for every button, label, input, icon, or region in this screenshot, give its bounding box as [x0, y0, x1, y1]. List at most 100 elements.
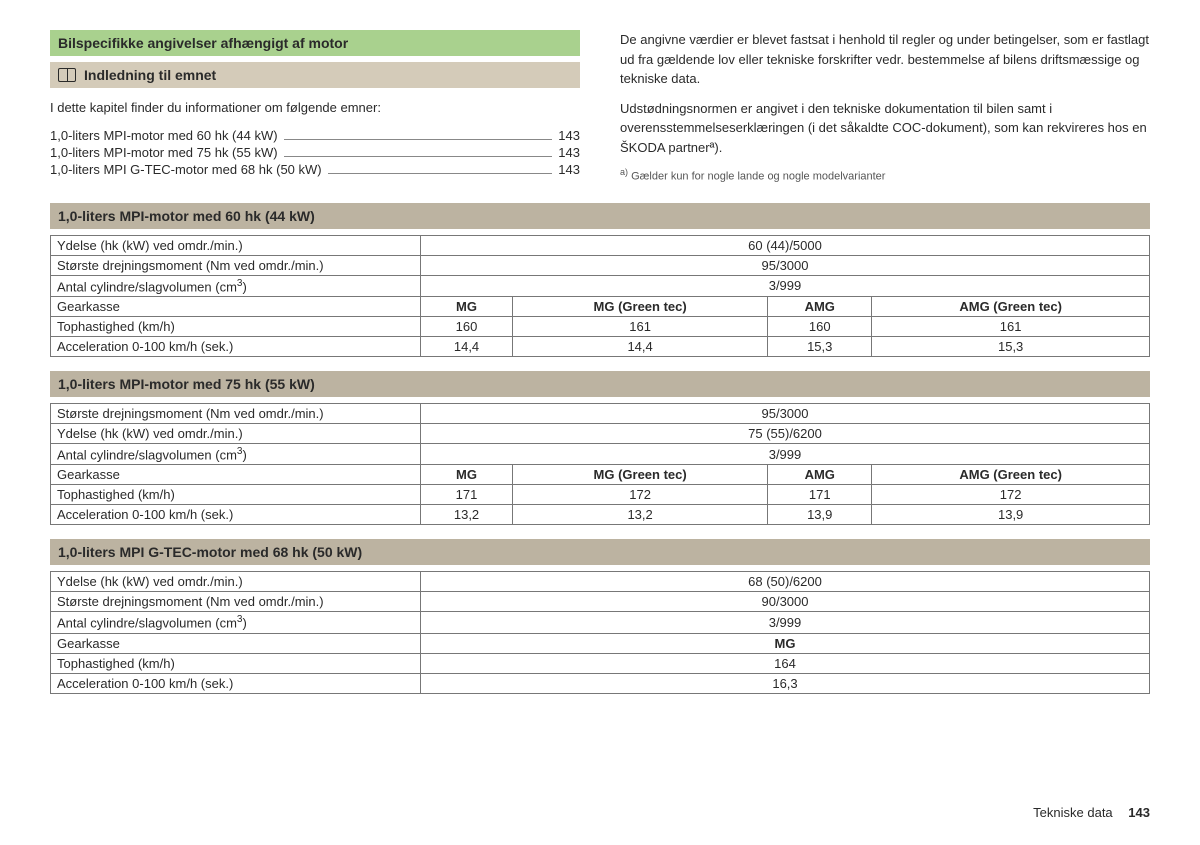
table-row: Tophastighed (km/h) 164 — [51, 653, 1150, 673]
spec-value: 13,2 — [513, 505, 768, 525]
spec-value: 3/999 — [421, 275, 1150, 296]
body-paragraph: Udstødningsnormen er angivet i den tekni… — [620, 99, 1150, 158]
spec-value: 172 — [513, 485, 768, 505]
spec-value: 13,9 — [872, 505, 1150, 525]
spec-value: 160 — [768, 316, 872, 336]
footnote-text: Gælder kun for nogle lande og nogle mode… — [631, 171, 885, 183]
spec-value: 16,3 — [421, 673, 1150, 693]
spec-value: 60 (44)/5000 — [421, 235, 1150, 255]
toc-page: 143 — [558, 128, 580, 143]
spec-value: 14,4 — [421, 336, 513, 356]
toc-leader — [328, 173, 553, 174]
toc-leader — [284, 156, 553, 157]
cyl-suffix: ) — [242, 616, 246, 631]
page-footer: Tekniske data 143 — [1033, 805, 1150, 820]
engine1-table: Ydelse (hk (kW) ved omdr./min.) 60 (44)/… — [50, 235, 1150, 357]
toc-page: 143 — [558, 145, 580, 160]
table-row: Antal cylindre/slagvolumen (cm3) 3/999 — [51, 443, 1150, 464]
spec-value: 3/999 — [421, 612, 1150, 633]
spec-value: 95/3000 — [421, 255, 1150, 275]
engine2-title: 1,0-liters MPI-motor med 75 hk (55 kW) — [50, 371, 1150, 397]
table-row: Største drejningsmoment (Nm ved omdr./mi… — [51, 592, 1150, 612]
spec-label: Ydelse (hk (kW) ved omdr./min.) — [51, 423, 421, 443]
spec-value: 160 — [421, 316, 513, 336]
footnote-marker: a) — [620, 167, 628, 177]
gear-col: MG — [421, 633, 1150, 653]
spec-label: Acceleration 0-100 km/h (sek.) — [51, 505, 421, 525]
table-row: Tophastighed (km/h) 171 172 171 172 — [51, 485, 1150, 505]
spec-label: Største drejningsmoment (Nm ved omdr./mi… — [51, 403, 421, 423]
cyl-prefix: Antal cylindre/slagvolumen (cm — [57, 616, 237, 631]
engine1-title: 1,0-liters MPI-motor med 60 hk (44 kW) — [50, 203, 1150, 229]
spec-value: 68 (50)/6200 — [421, 572, 1150, 592]
spec-value: 90/3000 — [421, 592, 1150, 612]
spec-value: 161 — [872, 316, 1150, 336]
gear-col: AMG — [768, 465, 872, 485]
footer-page-number: 143 — [1128, 805, 1150, 820]
table-row: Antal cylindre/slagvolumen (cm3) 3/999 — [51, 275, 1150, 296]
left-column: Bilspecifikke angivelser afhængigt af mo… — [50, 30, 580, 183]
table-row: Ydelse (hk (kW) ved omdr./min.) 75 (55)/… — [51, 423, 1150, 443]
engine2-table: Største drejningsmoment (Nm ved omdr./mi… — [50, 403, 1150, 525]
toc-page: 143 — [558, 162, 580, 177]
gear-col: AMG (Green tec) — [872, 465, 1150, 485]
table-row: Gearkasse MG MG (Green tec) AMG AMG (Gre… — [51, 465, 1150, 485]
toc-label: 1,0-liters MPI G-TEC-motor med 68 hk (50… — [50, 162, 322, 177]
table-row: Største drejningsmoment (Nm ved omdr./mi… — [51, 255, 1150, 275]
table-row: Gearkasse MG — [51, 633, 1150, 653]
spec-label: Gearkasse — [51, 296, 421, 316]
spec-label: Acceleration 0-100 km/h (sek.) — [51, 336, 421, 356]
spec-label: Tophastighed (km/h) — [51, 653, 421, 673]
spec-value: 13,2 — [421, 505, 513, 525]
gear-col: MG — [421, 296, 513, 316]
toc-label: 1,0-liters MPI-motor med 75 hk (55 kW) — [50, 145, 278, 160]
footnote: a) Gælder kun for nogle lande og nogle m… — [620, 167, 1150, 183]
spec-label: Ydelse (hk (kW) ved omdr./min.) — [51, 572, 421, 592]
toc-leader — [284, 139, 553, 140]
spec-value: 75 (55)/6200 — [421, 423, 1150, 443]
gear-col: AMG (Green tec) — [872, 296, 1150, 316]
spec-label: Tophastighed (km/h) — [51, 485, 421, 505]
spec-label: Gearkasse — [51, 465, 421, 485]
intro-header: Indledning til emnet — [50, 62, 580, 88]
toc-entry: 1,0-liters MPI G-TEC-motor med 68 hk (50… — [50, 162, 580, 177]
engine3-table: Ydelse (hk (kW) ved omdr./min.) 68 (50)/… — [50, 571, 1150, 693]
table-row: Acceleration 0-100 km/h (sek.) 16,3 — [51, 673, 1150, 693]
spec-value: 13,9 — [768, 505, 872, 525]
spec-value: 164 — [421, 653, 1150, 673]
table-row: Ydelse (hk (kW) ved omdr./min.) 60 (44)/… — [51, 235, 1150, 255]
table-row: Gearkasse MG MG (Green tec) AMG AMG (Gre… — [51, 296, 1150, 316]
toc-entry: 1,0-liters MPI-motor med 75 hk (55 kW) 1… — [50, 145, 580, 160]
footer-section: Tekniske data — [1033, 805, 1113, 820]
spec-value: 171 — [768, 485, 872, 505]
spec-value: 95/3000 — [421, 403, 1150, 423]
spec-label: Gearkasse — [51, 633, 421, 653]
spec-label: Største drejningsmoment (Nm ved omdr./mi… — [51, 592, 421, 612]
section-title-green: Bilspecifikke angivelser afhængigt af mo… — [50, 30, 580, 56]
intro-paragraph: I dette kapitel finder du informationer … — [50, 98, 580, 118]
cyl-suffix: ) — [242, 279, 246, 294]
cyl-prefix: Antal cylindre/slagvolumen (cm — [57, 447, 237, 462]
spec-value: 15,3 — [768, 336, 872, 356]
right-column: De angivne værdier er blevet fastsat i h… — [620, 30, 1150, 183]
spec-value: 15,3 — [872, 336, 1150, 356]
table-row: Acceleration 0-100 km/h (sek.) 13,2 13,2… — [51, 505, 1150, 525]
engine3-title: 1,0-liters MPI G-TEC-motor med 68 hk (50… — [50, 539, 1150, 565]
spec-value: 161 — [513, 316, 768, 336]
cyl-suffix: ) — [242, 447, 246, 462]
spec-value: 3/999 — [421, 443, 1150, 464]
intro-title: Indledning til emnet — [84, 67, 216, 83]
table-row: Største drejningsmoment (Nm ved omdr./mi… — [51, 403, 1150, 423]
spec-value: 172 — [872, 485, 1150, 505]
spec-value: 171 — [421, 485, 513, 505]
table-row: Tophastighed (km/h) 160 161 160 161 — [51, 316, 1150, 336]
spec-value: 14,4 — [513, 336, 768, 356]
table-row: Antal cylindre/slagvolumen (cm3) 3/999 — [51, 612, 1150, 633]
book-icon — [58, 68, 76, 82]
spec-label: Antal cylindre/slagvolumen (cm3) — [51, 275, 421, 296]
spec-label: Acceleration 0-100 km/h (sek.) — [51, 673, 421, 693]
spec-label: Antal cylindre/slagvolumen (cm3) — [51, 443, 421, 464]
toc-entry: 1,0-liters MPI-motor med 60 hk (44 kW) 1… — [50, 128, 580, 143]
cyl-prefix: Antal cylindre/slagvolumen (cm — [57, 279, 237, 294]
gear-col: AMG — [768, 296, 872, 316]
